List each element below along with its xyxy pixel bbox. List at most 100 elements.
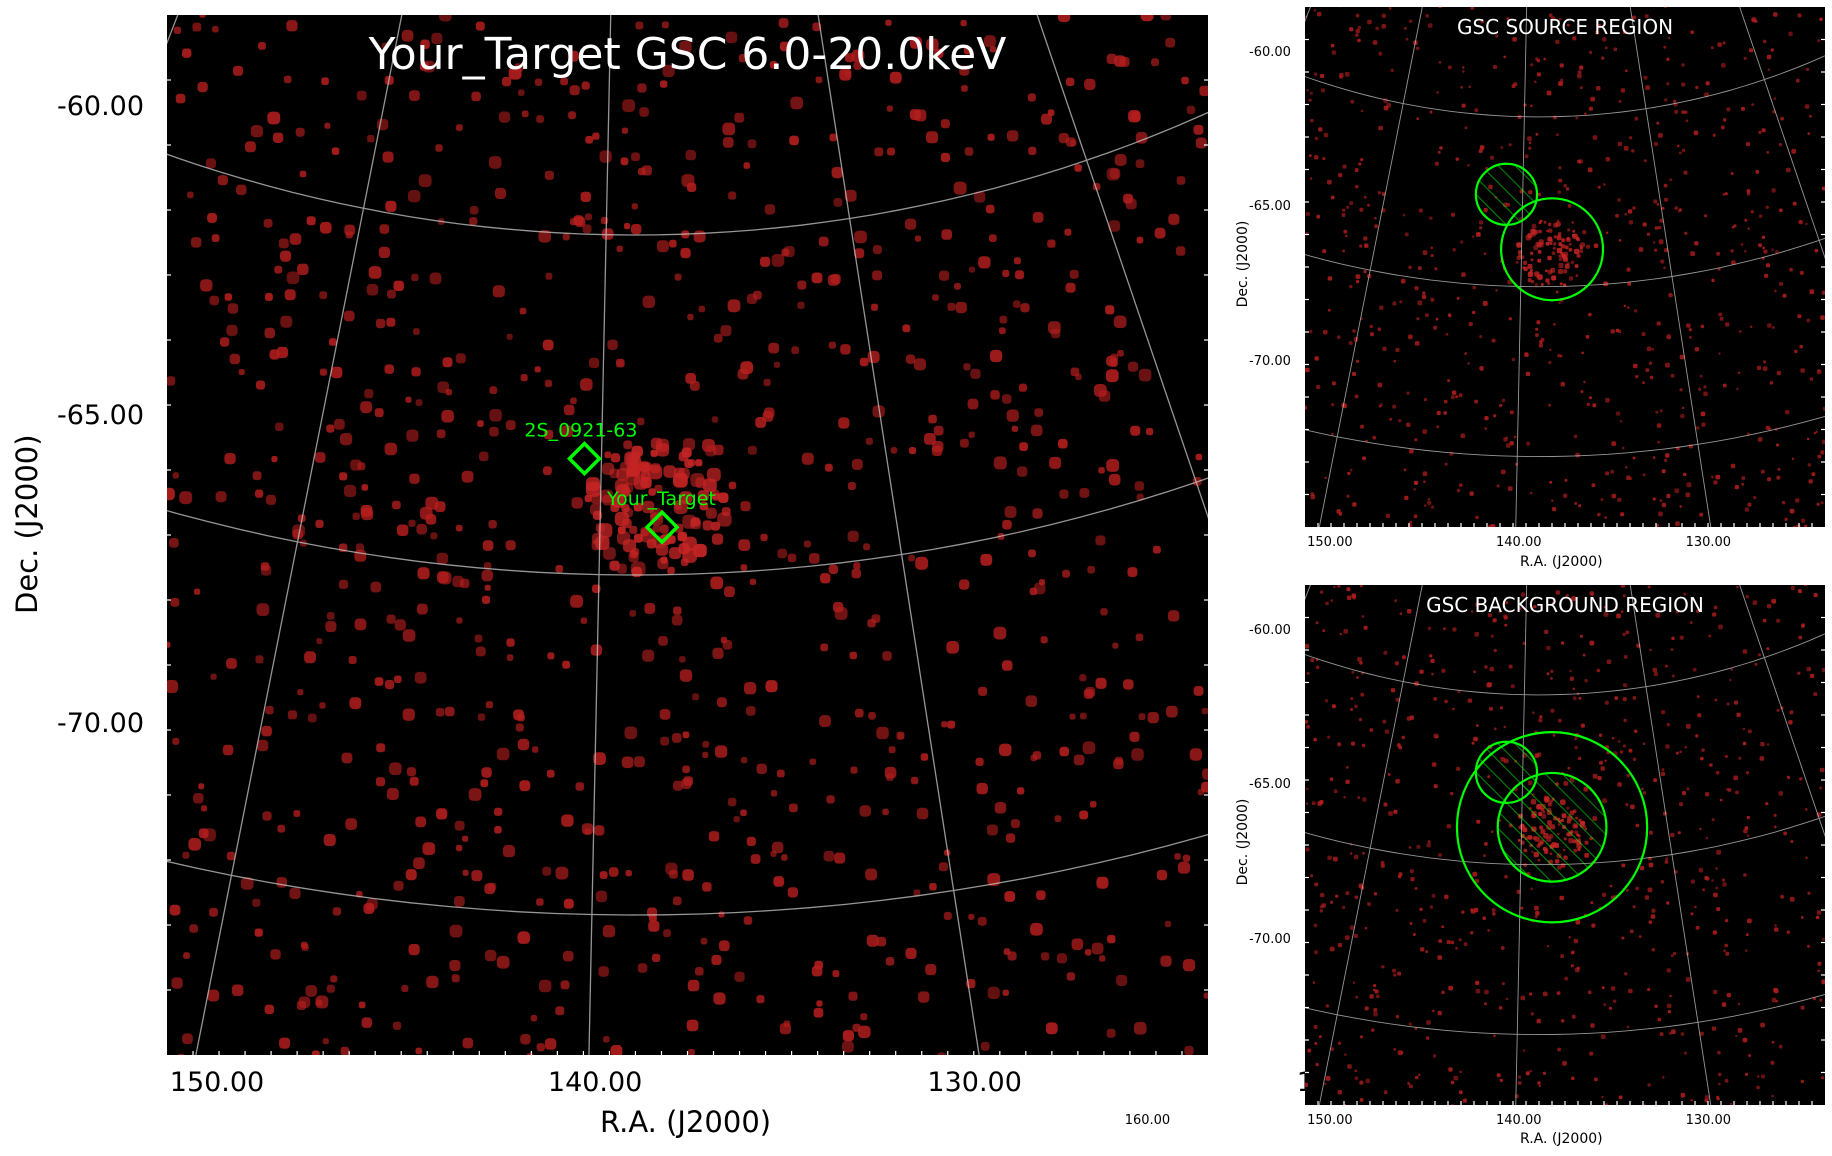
event-blob [1531, 223, 1537, 229]
event-blob [1809, 289, 1815, 295]
event-blob [1674, 110, 1678, 114]
event-blob [1654, 248, 1658, 252]
event-blob [882, 808, 889, 816]
event-blob [1774, 289, 1777, 293]
event-blob [1653, 141, 1659, 147]
event-blob [1666, 57, 1670, 61]
event-blob [348, 655, 357, 664]
event-blob [1730, 463, 1736, 469]
event-blob [1306, 89, 1309, 92]
event-blob [451, 974, 460, 983]
event-blob [581, 823, 594, 835]
source-event-blob [1539, 219, 1543, 223]
event-blob [1319, 1035, 1322, 1038]
event-blob [771, 841, 784, 854]
event-blob [1669, 178, 1673, 182]
event-blob [1559, 63, 1564, 68]
event-blob [1587, 990, 1592, 995]
event-blob [265, 494, 276, 505]
event-blob [1347, 1064, 1352, 1069]
event-blob [1765, 425, 1770, 430]
event-blob [1616, 613, 1621, 619]
event-blob [1470, 908, 1474, 912]
frame-ticks [1305, 38, 1825, 527]
event-blob [1383, 650, 1388, 655]
event-blob [1766, 743, 1770, 746]
event-blob [1597, 185, 1601, 189]
ra-gridline [1739, 7, 1825, 260]
event-blob [994, 802, 1007, 814]
event-blob [1639, 865, 1645, 871]
event-blob [496, 955, 510, 969]
event-blob [1360, 692, 1365, 697]
event-blob [1603, 1003, 1607, 1006]
event-blob [1414, 341, 1420, 346]
event-blob [1392, 968, 1396, 973]
event-blob [1501, 946, 1505, 950]
event-blob [1582, 230, 1587, 235]
event-blob [746, 706, 756, 716]
event-blob [815, 76, 823, 84]
event-blob [1079, 674, 1087, 682]
frame-ticks [167, 79, 1208, 1055]
event-blob [323, 834, 336, 847]
event-blob [932, 445, 943, 456]
event-blob [1395, 697, 1400, 702]
event-blob [1589, 1051, 1594, 1056]
event-blob [1434, 161, 1439, 166]
dec-gridline [1305, 633, 1825, 696]
event-blob [1011, 425, 1018, 432]
event-blob [1762, 366, 1768, 371]
event-blob [768, 342, 780, 354]
event-blob [1817, 369, 1821, 372]
event-blob [409, 473, 420, 484]
event-blob [1140, 15, 1154, 22]
event-blob [698, 305, 706, 313]
event-blob [1717, 267, 1721, 271]
event-blob [1702, 888, 1705, 892]
event-blob [681, 174, 695, 187]
event-blob [1809, 377, 1813, 381]
event-blob [1743, 56, 1747, 60]
event-blob [1317, 11, 1322, 17]
event-blob [375, 777, 386, 787]
event-blob [858, 1025, 871, 1039]
event-blob [580, 378, 593, 391]
event-blob [489, 409, 502, 422]
event-blob [1614, 696, 1619, 700]
event-blob [1418, 1073, 1421, 1076]
event-blob [959, 65, 970, 76]
y-tick-label: -65.00 [1249, 777, 1291, 793]
event-blob [1423, 398, 1427, 402]
event-blob [1727, 788, 1732, 792]
event-blob [770, 850, 777, 857]
event-blob [1651, 948, 1656, 952]
event-blob [1484, 665, 1488, 669]
event-blob [1460, 86, 1463, 89]
event-blob [315, 995, 329, 1009]
event-blob [1392, 404, 1397, 409]
event-blob [1666, 723, 1670, 727]
event-blob [484, 584, 491, 591]
event-blob [977, 916, 987, 926]
event-blob [374, 408, 384, 418]
event-blob [581, 81, 590, 90]
event-blob [624, 223, 631, 230]
event-blob [1747, 729, 1752, 734]
event-blob [1314, 136, 1319, 141]
event-blob [1460, 240, 1464, 244]
event-blob [763, 378, 771, 387]
event-blob [1341, 213, 1346, 217]
event-blob [354, 549, 367, 562]
event-blob [1752, 600, 1758, 606]
event-blob [1558, 17, 1562, 21]
event-blob [264, 327, 275, 339]
event-blob [538, 230, 551, 243]
source-event-blob [1533, 245, 1539, 251]
source-event-blob [1534, 271, 1540, 277]
event-blob [1482, 301, 1488, 306]
event-blob [1473, 736, 1478, 742]
event-blob [175, 93, 186, 104]
event-blob [1474, 878, 1480, 884]
event-blob [1586, 402, 1590, 406]
